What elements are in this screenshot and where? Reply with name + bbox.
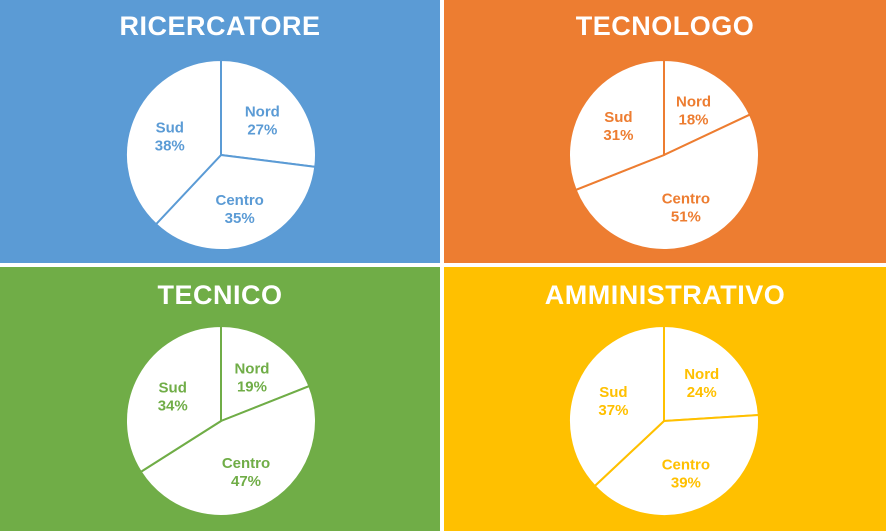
slice-label: Sud	[156, 120, 184, 137]
slice-label: Nord	[684, 366, 719, 383]
panel-title: AMMINISTRATIVO	[544, 280, 786, 310]
pie-slice-sud	[125, 58, 222, 226]
slice-label: Sud	[604, 109, 632, 126]
slice-value-label: 34%	[158, 397, 188, 414]
pie-slice-nord	[663, 58, 752, 157]
pie-slice-centro	[593, 413, 760, 517]
panel-amministrativo: AMMINISTRATIVO Nord 24% Centro 39% Sud 37%	[444, 267, 886, 531]
pie-slice-nord	[663, 324, 760, 423]
pie-slice-centro	[154, 153, 317, 251]
pie-slice-nord	[220, 324, 311, 423]
slice-value-label: 31%	[603, 127, 633, 144]
slice-label: Nord	[676, 93, 711, 110]
slice-value-label: 35%	[225, 210, 255, 227]
pie-slice-centro	[139, 384, 317, 517]
slice-label: Nord	[234, 360, 269, 377]
slice-value-label: 24%	[687, 384, 717, 401]
slice-label: Centro	[222, 455, 270, 472]
slice-label: Nord	[245, 104, 280, 121]
pie-slice-sud	[568, 324, 665, 488]
slice-value-label: 18%	[679, 111, 709, 128]
slice-value-label: 38%	[155, 138, 185, 155]
panel-title: TECNICO	[157, 280, 283, 310]
slice-value-label: 39%	[671, 475, 701, 492]
slice-label: Centro	[662, 457, 710, 474]
panel-title: TECNOLOGO	[575, 11, 755, 41]
slice-label: Sud	[599, 384, 627, 401]
pie-slice-nord	[220, 58, 317, 169]
pie-slice-sud	[568, 58, 665, 192]
panel-tecnico: TECNICO Nord 19% Centro 47% Sud 34%	[0, 267, 440, 531]
slice-value-label: 27%	[247, 122, 277, 139]
slice-value-label: 19%	[237, 378, 267, 395]
pie-slice-centro	[574, 113, 760, 251]
slice-label: Sud	[159, 379, 187, 396]
slice-value-label: 47%	[231, 473, 261, 490]
panel-title: RICERCATORE	[119, 11, 321, 41]
slice-label: Centro	[662, 191, 710, 208]
slice-value-label: 37%	[598, 402, 628, 419]
slice-value-label: 51%	[671, 209, 701, 226]
panel-ricercatore: RICERCATORE Nord 27% Centro 35% Sud 38%	[0, 0, 440, 263]
panel-tecnologo: TECNOLOGO Nord 18% Centro 51% Sud 31%	[444, 0, 886, 263]
pie-slice-sud	[125, 324, 222, 474]
slice-label: Centro	[215, 192, 263, 209]
